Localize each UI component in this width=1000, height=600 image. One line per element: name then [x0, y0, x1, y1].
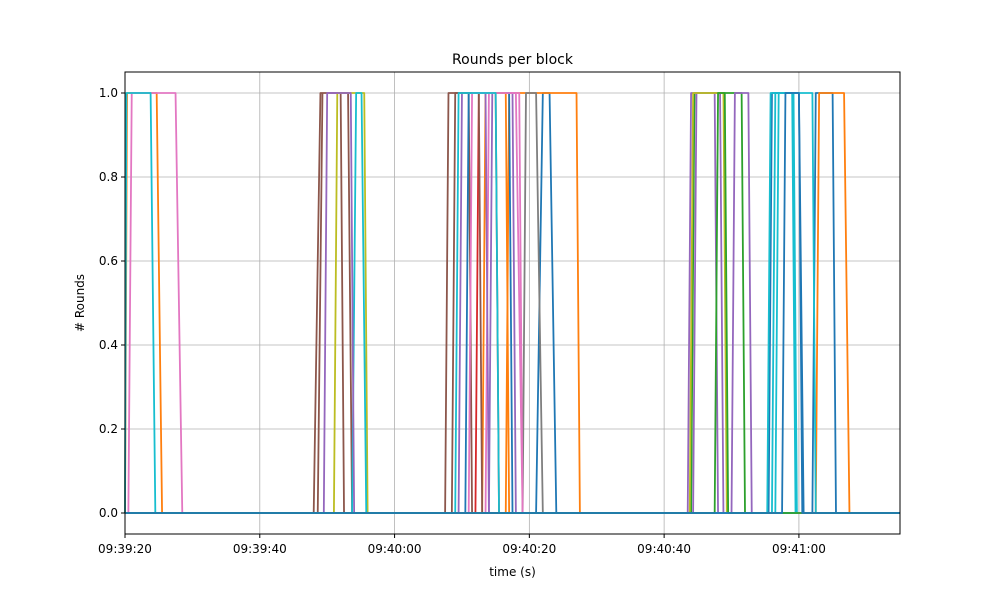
- chart-title: Rounds per block: [452, 52, 574, 68]
- y-tick-label: 1.0: [99, 86, 118, 100]
- x-tick-label: 09:41:00: [772, 542, 826, 556]
- y-tick-label: 0.4: [99, 338, 118, 352]
- x-tick-label: 09:40:00: [368, 542, 422, 556]
- series-lines: [124, 92, 900, 514]
- y-tick-label: 0.8: [99, 170, 118, 184]
- x-axis-ticks: 09:39:20 09:39:40 09:40:00 09:40:20 09:40:40…: [98, 534, 826, 556]
- x-tick-label: 09:40:20: [502, 542, 556, 556]
- y-axis-ticks: 0.0 0.2 0.4 0.6 0.8 1.0: [99, 86, 125, 520]
- x-axis-title: time (s): [489, 565, 536, 579]
- series-line-18: [125, 92, 900, 514]
- y-tick-label: 0.6: [99, 254, 118, 268]
- y-axis-title: # Rounds: [73, 274, 87, 332]
- x-tick-label: 09:39:40: [233, 542, 287, 556]
- x-tick-label: 09:39:20: [98, 542, 152, 556]
- series-line-16: [125, 92, 900, 514]
- plot-frame: [124, 71, 901, 535]
- y-tick-label: 0.0: [99, 506, 118, 520]
- x-tick-label: 09:40:40: [637, 542, 691, 556]
- y-tick-label: 0.2: [99, 422, 118, 436]
